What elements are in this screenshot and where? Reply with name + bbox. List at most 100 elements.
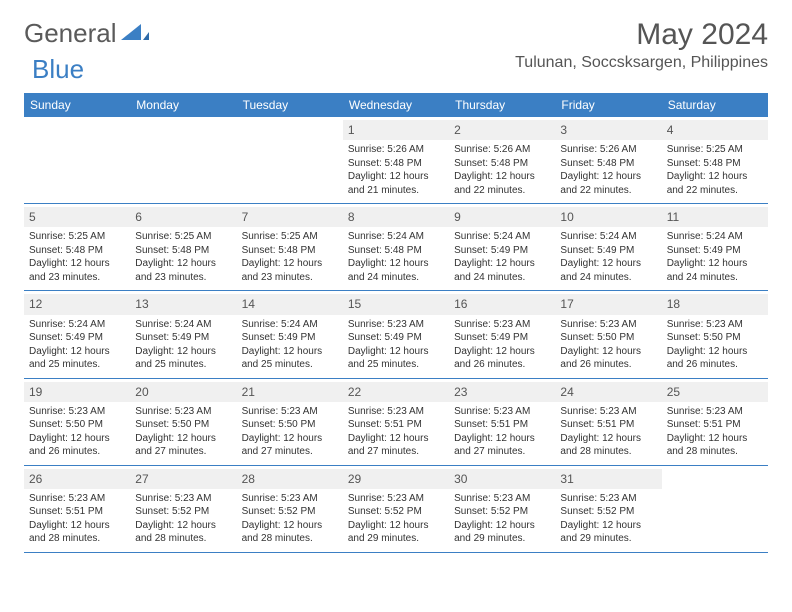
day-number: 29 — [348, 471, 361, 487]
daylight-line-2: and 28 minutes. — [242, 532, 338, 546]
daylight-line-2: and 27 minutes. — [242, 445, 338, 459]
daylight-line-1: Daylight: 12 hours — [242, 345, 338, 359]
day-number-row: 21 — [237, 382, 343, 402]
day-cell: 25Sunrise: 5:23 AMSunset: 5:51 PMDayligh… — [662, 379, 768, 465]
sunrise-line: Sunrise: 5:23 AM — [560, 405, 656, 419]
daylight-line-1: Daylight: 12 hours — [667, 257, 763, 271]
day-number: 14 — [242, 296, 255, 312]
day-number: 15 — [348, 296, 361, 312]
day-cell: 4Sunrise: 5:25 AMSunset: 5:48 PMDaylight… — [662, 117, 768, 203]
daylight-line-2: and 26 minutes. — [29, 445, 125, 459]
weeks-container: 1Sunrise: 5:26 AMSunset: 5:48 PMDaylight… — [24, 117, 768, 553]
sunset-line: Sunset: 5:52 PM — [348, 505, 444, 519]
day-number: 22 — [348, 384, 361, 400]
day-number-row: 28 — [237, 469, 343, 489]
daylight-line-1: Daylight: 12 hours — [348, 345, 444, 359]
sunset-line: Sunset: 5:51 PM — [29, 505, 125, 519]
day-cell: 13Sunrise: 5:24 AMSunset: 5:49 PMDayligh… — [130, 291, 236, 377]
day-cell: 12Sunrise: 5:24 AMSunset: 5:49 PMDayligh… — [24, 291, 130, 377]
day-number-row: 4 — [662, 120, 768, 140]
sunset-line: Sunset: 5:49 PM — [29, 331, 125, 345]
sunrise-line: Sunrise: 5:26 AM — [560, 143, 656, 157]
daylight-line-1: Daylight: 12 hours — [242, 519, 338, 533]
day-header: Friday — [555, 93, 661, 117]
day-number-row: 27 — [130, 469, 236, 489]
day-number: 10 — [560, 209, 573, 225]
day-cell: 8Sunrise: 5:24 AMSunset: 5:48 PMDaylight… — [343, 204, 449, 290]
daylight-line-2: and 25 minutes. — [29, 358, 125, 372]
sunset-line: Sunset: 5:50 PM — [242, 418, 338, 432]
day-number: 26 — [29, 471, 42, 487]
day-number-row: 10 — [555, 207, 661, 227]
day-cell: 31Sunrise: 5:23 AMSunset: 5:52 PMDayligh… — [555, 466, 661, 552]
day-number: 2 — [454, 122, 461, 138]
daylight-line-1: Daylight: 12 hours — [454, 432, 550, 446]
day-cell: 21Sunrise: 5:23 AMSunset: 5:50 PMDayligh… — [237, 379, 343, 465]
sunrise-line: Sunrise: 5:23 AM — [348, 405, 444, 419]
sunset-line: Sunset: 5:50 PM — [560, 331, 656, 345]
calendar: SundayMondayTuesdayWednesdayThursdayFrid… — [24, 93, 768, 553]
daylight-line-2: and 25 minutes. — [135, 358, 231, 372]
sunrise-line: Sunrise: 5:23 AM — [454, 318, 550, 332]
day-number: 7 — [242, 209, 249, 225]
sunrise-line: Sunrise: 5:24 AM — [454, 230, 550, 244]
daylight-line-1: Daylight: 12 hours — [454, 519, 550, 533]
day-cell: 14Sunrise: 5:24 AMSunset: 5:49 PMDayligh… — [237, 291, 343, 377]
daylight-line-2: and 28 minutes. — [560, 445, 656, 459]
sunset-line: Sunset: 5:48 PM — [667, 157, 763, 171]
daylight-line-2: and 28 minutes. — [667, 445, 763, 459]
daylight-line-2: and 27 minutes. — [454, 445, 550, 459]
week-row: 1Sunrise: 5:26 AMSunset: 5:48 PMDaylight… — [24, 117, 768, 204]
week-row: 12Sunrise: 5:24 AMSunset: 5:49 PMDayligh… — [24, 291, 768, 378]
sunset-line: Sunset: 5:48 PM — [560, 157, 656, 171]
sunrise-line: Sunrise: 5:25 AM — [29, 230, 125, 244]
day-number-row: 9 — [449, 207, 555, 227]
day-number: 5 — [29, 209, 36, 225]
sunset-line: Sunset: 5:49 PM — [454, 244, 550, 258]
daylight-line-1: Daylight: 12 hours — [667, 170, 763, 184]
day-number: 25 — [667, 384, 680, 400]
daylight-line-1: Daylight: 12 hours — [667, 432, 763, 446]
sunset-line: Sunset: 5:48 PM — [29, 244, 125, 258]
day-cell: 6Sunrise: 5:25 AMSunset: 5:48 PMDaylight… — [130, 204, 236, 290]
day-number-row: 26 — [24, 469, 130, 489]
daylight-line-1: Daylight: 12 hours — [560, 170, 656, 184]
day-cell — [24, 117, 130, 203]
daylight-line-2: and 24 minutes. — [348, 271, 444, 285]
daylight-line-1: Daylight: 12 hours — [454, 345, 550, 359]
day-number: 1 — [348, 122, 355, 138]
day-number: 20 — [135, 384, 148, 400]
daylight-line-2: and 25 minutes. — [348, 358, 444, 372]
day-number-row: 7 — [237, 207, 343, 227]
sunrise-line: Sunrise: 5:23 AM — [242, 405, 338, 419]
day-cell: 23Sunrise: 5:23 AMSunset: 5:51 PMDayligh… — [449, 379, 555, 465]
day-number-row: 11 — [662, 207, 768, 227]
daylight-line-2: and 26 minutes. — [667, 358, 763, 372]
daylight-line-2: and 24 minutes. — [667, 271, 763, 285]
day-cell: 5Sunrise: 5:25 AMSunset: 5:48 PMDaylight… — [24, 204, 130, 290]
day-number: 30 — [454, 471, 467, 487]
sunset-line: Sunset: 5:49 PM — [560, 244, 656, 258]
daylight-line-2: and 29 minutes. — [454, 532, 550, 546]
sunrise-line: Sunrise: 5:23 AM — [560, 492, 656, 506]
daylight-line-2: and 24 minutes. — [454, 271, 550, 285]
day-number-row: 14 — [237, 294, 343, 314]
daylight-line-1: Daylight: 12 hours — [560, 432, 656, 446]
title-block: May 2024 Tulunan, Soccsksargen, Philippi… — [515, 18, 768, 72]
sunset-line: Sunset: 5:48 PM — [348, 244, 444, 258]
daylight-line-2: and 28 minutes. — [135, 532, 231, 546]
sunrise-line: Sunrise: 5:23 AM — [135, 405, 231, 419]
day-cell: 28Sunrise: 5:23 AMSunset: 5:52 PMDayligh… — [237, 466, 343, 552]
sunset-line: Sunset: 5:52 PM — [242, 505, 338, 519]
sunset-line: Sunset: 5:52 PM — [135, 505, 231, 519]
day-number: 31 — [560, 471, 573, 487]
week-row: 5Sunrise: 5:25 AMSunset: 5:48 PMDaylight… — [24, 204, 768, 291]
day-number-row: 25 — [662, 382, 768, 402]
daylight-line-1: Daylight: 12 hours — [348, 519, 444, 533]
sunrise-line: Sunrise: 5:23 AM — [348, 318, 444, 332]
sunrise-line: Sunrise: 5:24 AM — [29, 318, 125, 332]
sunrise-line: Sunrise: 5:23 AM — [667, 318, 763, 332]
sunset-line: Sunset: 5:49 PM — [454, 331, 550, 345]
daylight-line-1: Daylight: 12 hours — [135, 345, 231, 359]
daylight-line-2: and 23 minutes. — [135, 271, 231, 285]
